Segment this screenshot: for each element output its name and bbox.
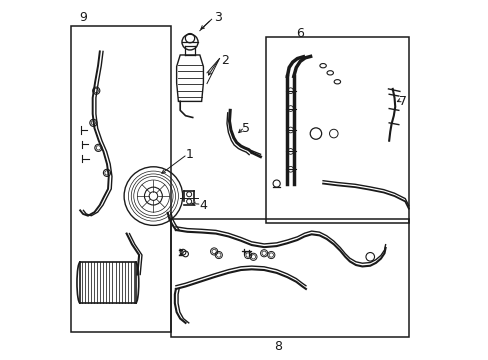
Text: 7: 7	[399, 95, 407, 108]
Text: 9: 9	[79, 11, 87, 24]
Text: 3: 3	[213, 11, 221, 24]
Text: 8: 8	[274, 339, 282, 352]
Text: 1: 1	[185, 148, 193, 162]
Text: 2: 2	[221, 54, 228, 67]
Text: 4: 4	[199, 198, 207, 212]
Text: 6: 6	[295, 27, 303, 40]
Text: 5: 5	[242, 122, 250, 135]
